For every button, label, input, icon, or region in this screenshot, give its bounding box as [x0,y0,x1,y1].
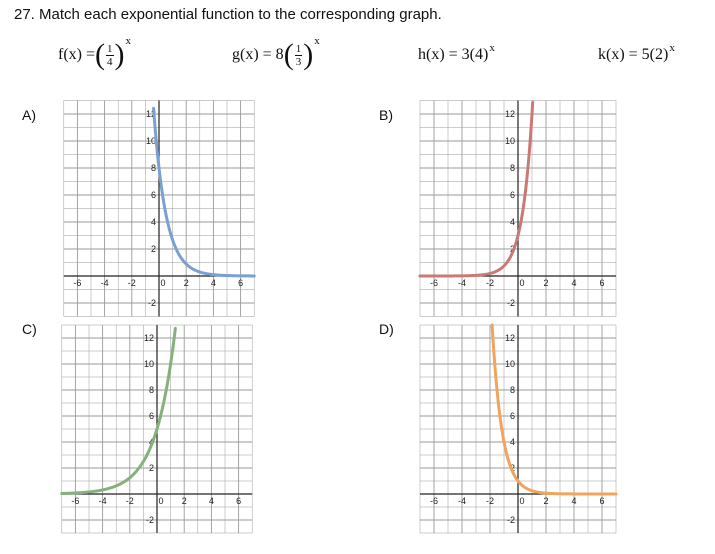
function-f-lhs: f(x) = [58,46,96,63]
function-g-num: 1 [294,42,303,56]
x-tick-label: 4 [571,278,576,288]
x-tick-label: 4 [211,278,216,288]
y-tick-label: 6 [149,411,154,421]
x-tick-label: 6 [238,278,243,288]
x-tick-label: 0 [160,278,165,288]
x-tick-label: -6 [71,496,79,506]
y-tick-label: -2 [507,515,515,525]
x-tick-label: -6 [430,278,438,288]
x-tick-label: 2 [184,278,189,288]
y-tick-label: 12 [146,109,156,119]
x-tick-label: -6 [73,278,81,288]
function-h-exp: x [489,42,495,54]
function-curve [152,106,256,278]
y-tick-label: -2 [507,298,515,308]
x-tick-label: -2 [486,496,494,506]
y-tick-label: 10 [146,136,156,146]
y-tick-label: 12 [505,109,515,119]
x-tick-label: 6 [599,496,604,506]
y-tick-label: 6 [510,190,515,200]
x-tick-label: -2 [128,278,136,288]
y-tick-label: 4 [151,217,156,227]
x-tick-label: -4 [99,496,107,506]
x-tick-label: 6 [236,496,241,506]
x-tick-label: 2 [182,496,187,506]
function-h-text: h(x) = 3(4) [418,46,489,63]
y-tick-label: 10 [505,136,515,146]
y-tick-label: 4 [510,217,515,227]
y-tick-label: 10 [144,359,154,369]
function-curve [60,326,177,495]
function-k-exp: x [669,42,675,54]
x-tick-label: 2 [543,278,548,288]
x-tick-label: 4 [209,496,214,506]
y-tick-label: 8 [151,163,156,173]
function-f-num: 1 [106,42,114,56]
y-tick-label: 4 [510,437,515,447]
y-tick-label: 8 [149,385,154,395]
x-tick-label: 0 [158,496,163,506]
x-tick-label: -4 [458,496,466,506]
y-tick-label: 2 [149,463,154,473]
y-tick-label: 8 [510,163,515,173]
graph-label-b: B) [379,107,393,123]
x-tick-label: -2 [126,496,134,506]
y-tick-label: 8 [510,385,515,395]
function-g-lhs: g(x) = 8 [232,46,284,63]
function-k-text: k(x) = 5(2) [598,46,669,63]
y-tick-label: 10 [505,359,515,369]
x-tick-label: 0 [519,278,524,288]
x-tick-label: 2 [543,496,548,506]
function-curve [490,323,618,496]
x-tick-label: 0 [519,496,524,506]
x-tick-label: -4 [458,278,466,288]
y-tick-label: 6 [151,190,156,200]
function-h: h(x) = 3(4) x [418,36,495,74]
function-curve [418,100,535,278]
question-title: 27. Match each exponential function to t… [14,6,442,23]
graph-label-d: D) [379,321,394,337]
y-tick-label: 2 [151,244,156,254]
x-tick-label: -4 [101,278,109,288]
graph-label-c: C) [22,321,37,337]
y-tick-label: 12 [144,333,154,343]
function-k: k(x) = 5(2) x [598,36,675,74]
function-f-exp: x [125,35,132,47]
graph-label-a: A) [22,107,36,123]
function-f: f(x) = ( 1 4 ) x [58,35,132,71]
function-g-base: 1 3 [294,42,303,68]
function-g-exp: x [314,35,320,47]
function-g: g(x) = 8 ( 1 3 ) x [232,35,320,71]
y-tick-label: 12 [505,333,515,343]
y-tick-label: -2 [146,515,154,525]
x-tick-label: 6 [599,278,604,288]
y-tick-label: -2 [148,298,156,308]
x-tick-label: -6 [430,496,438,506]
function-f-base: 1 4 [106,43,114,68]
function-g-den: 3 [295,55,302,68]
graph-a: -6 -4 -2 0 2 4 6 12 10 8 6 4 2 -2 [63,100,256,317]
function-f-den: 4 [107,55,113,68]
x-tick-label: -2 [486,278,494,288]
y-tick-label: 6 [510,411,515,421]
x-tick-label: 4 [571,496,576,506]
